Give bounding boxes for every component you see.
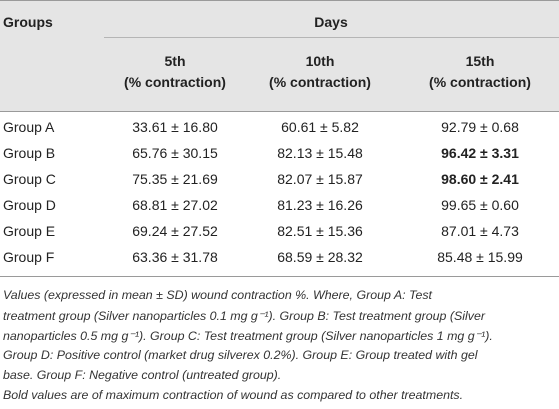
- days-span-rule: [104, 37, 559, 38]
- table-cell: 81.23 ± 16.26: [277, 197, 363, 213]
- col-header-5th-day: 5th: [164, 53, 186, 69]
- table-cell-bold: 98.60 ± 2.41: [441, 171, 519, 187]
- table-cell: 68.59 ± 28.32: [277, 249, 363, 265]
- footnote-line: treatment group (Silver nanoparticles 0.…: [3, 309, 485, 323]
- col-header-15th-day: 15th: [465, 53, 495, 69]
- table-cell: 85.48 ± 15.99: [437, 249, 523, 265]
- col-header-10th-day: 10th: [305, 53, 335, 69]
- table-cell: 82.51 ± 15.36: [277, 223, 363, 239]
- table-top-rule: [0, 0, 559, 1]
- table-cell: 63.36 ± 31.78: [132, 249, 218, 265]
- row-group-label: Group C: [3, 171, 56, 187]
- groups-header: Groups: [3, 14, 53, 30]
- col-header-5th-unit: (% contraction): [124, 74, 226, 90]
- table-cell: 60.61 ± 5.82: [281, 119, 359, 135]
- table-header-band: [0, 0, 559, 111]
- row-group-label: Group F: [3, 249, 55, 265]
- col-header-10th-unit: (% contraction): [269, 74, 371, 90]
- table-bottom-rule: [0, 276, 559, 277]
- footnote-bold-note: Bold values are of maximum contraction o…: [3, 388, 464, 402]
- table-cell: 82.13 ± 15.48: [277, 145, 363, 161]
- table-cell: 75.35 ± 21.69: [132, 171, 218, 187]
- footnote-line: Values (expressed in mean ± SD) wound co…: [3, 288, 432, 302]
- footnote-line: Group D: Positive control (market drug s…: [3, 348, 478, 362]
- table-cell: 99.65 ± 0.60: [441, 197, 519, 213]
- table-cell: 33.61 ± 16.80: [132, 119, 218, 135]
- col-header-15th-unit: (% contraction): [429, 74, 531, 90]
- table-cell: 68.81 ± 27.02: [132, 197, 218, 213]
- table-cell: 82.07 ± 15.87: [277, 171, 363, 187]
- table-cell: 87.01 ± 4.73: [441, 223, 519, 239]
- days-header: Days: [314, 14, 348, 30]
- table-cell: 69.24 ± 27.52: [132, 223, 218, 239]
- table-header-rule: [0, 111, 559, 112]
- footnote-line: nanoparticles 0.5 mg g⁻¹). Group C: Test…: [3, 329, 493, 343]
- row-group-label: Group D: [3, 197, 56, 213]
- table-cell-bold: 96.42 ± 3.31: [441, 145, 519, 161]
- footnote-line: base. Group F: Negative control (untreat…: [3, 368, 282, 382]
- row-group-label: Group E: [3, 223, 56, 239]
- row-group-label: Group B: [3, 145, 56, 161]
- table-cell: 65.76 ± 30.15: [132, 145, 218, 161]
- row-group-label: Group A: [3, 119, 55, 135]
- table-cell: 92.79 ± 0.68: [441, 119, 519, 135]
